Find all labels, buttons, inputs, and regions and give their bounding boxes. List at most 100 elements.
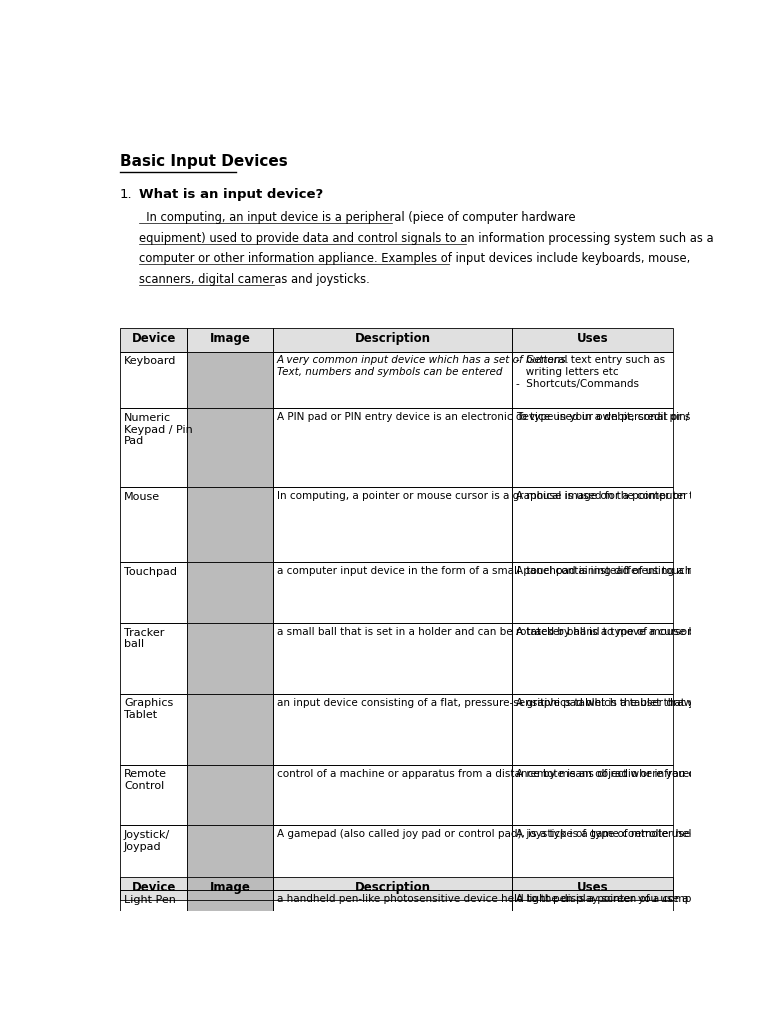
Text: Joystick/
Joypad: Joystick/ Joypad [124, 830, 170, 852]
Bar [120, 877, 187, 900]
Bar [512, 877, 674, 900]
Text: Device: Device [131, 881, 176, 894]
Bar [273, 890, 512, 953]
Text: Device: Device [131, 332, 176, 345]
Text: A touchpad is instead of using a mouse you use your finger for a pointer.: A touchpad is instead of using a mouse y… [516, 566, 768, 577]
Bar [512, 765, 674, 825]
Text: Uses: Uses [577, 332, 608, 345]
Bar [273, 765, 512, 825]
Bar [512, 328, 674, 351]
Bar [187, 877, 273, 900]
Text: To type in your own personal pin/ password to get something in exchange.: To type in your own personal pin/ passwo… [516, 413, 768, 422]
Text: Remote
Control: Remote Control [124, 769, 167, 791]
Text: a display device which allows the user to interact with a computer by touching a: a display device which allows the user t… [276, 957, 768, 967]
Bar [273, 328, 512, 351]
Text: control of a machine or apparatus from a distance by means of radio or infrared : control of a machine or apparatus from a… [276, 769, 768, 778]
Bar [120, 825, 187, 890]
Text: What is an input device?: What is an input device? [140, 187, 323, 201]
Bar [187, 562, 273, 623]
Text: A tracker ball is a type of mouse but is used for people that are unable to move: A tracker ball is a type of mouse but is… [516, 627, 768, 637]
Bar [273, 953, 512, 1018]
Bar [120, 953, 187, 1018]
Text: Touch
Screen: Touch Screen [124, 957, 163, 980]
Bar [512, 953, 674, 1018]
Bar [512, 562, 674, 623]
Text: Basic Input Devices: Basic Input Devices [120, 155, 287, 169]
Bar [187, 877, 273, 900]
Bar [512, 351, 674, 409]
Bar [120, 328, 187, 351]
Bar [187, 890, 273, 953]
Bar [273, 877, 512, 900]
Text: Description: Description [355, 881, 431, 894]
Bar [512, 877, 674, 900]
Bar [187, 693, 273, 765]
Bar [187, 328, 273, 351]
Bar [273, 693, 512, 765]
Text: equipment) used to provide data and control signals to an information processing: equipment) used to provide data and cont… [140, 231, 714, 245]
Bar [187, 623, 273, 693]
Text: Mouse: Mouse [124, 492, 160, 502]
Bar [273, 825, 512, 890]
Bar [187, 825, 273, 890]
Text: an input device consisting of a flat, pressure-sensitive pad which the user draw: an input device consisting of a flat, pr… [276, 697, 768, 708]
Bar [512, 890, 674, 953]
Text: In computing, an input device is a peripheral (piece of computer hardware: In computing, an input device is a perip… [140, 211, 576, 224]
Bar [120, 487, 187, 562]
Text: A PIN pad or PIN entry device is an electronic device used in a debit, credit or: A PIN pad or PIN entry device is an elec… [276, 413, 768, 422]
Text: -  General text entry such as
   writing letters etc
-  Shortcuts/Commands: - General text entry such as writing let… [516, 355, 665, 389]
Bar [512, 623, 674, 693]
Bar [512, 825, 674, 890]
Bar [273, 351, 512, 409]
Bar [120, 765, 187, 825]
Text: In computing, a pointer or mouse cursor is a graphical image on the computer mon: In computing, a pointer or mouse cursor … [276, 492, 768, 501]
Text: Image: Image [210, 881, 250, 894]
Bar [512, 328, 674, 351]
Text: Numeric
Keypad / Pin
Pad: Numeric Keypad / Pin Pad [124, 413, 193, 446]
Text: A light pen is a pointer you use a pen instead as you finger.: A light pen is a pointer you use a pen i… [516, 894, 768, 904]
Bar [120, 693, 187, 765]
Text: Uses: Uses [577, 881, 608, 894]
Bar [187, 953, 273, 1018]
Bar [120, 562, 187, 623]
Bar [120, 890, 187, 953]
Bar [120, 351, 187, 409]
Text: a computer input device in the form of a small panel containing different touch-: a computer input device in the form of a… [276, 566, 768, 577]
Bar [273, 623, 512, 693]
Bar [512, 487, 674, 562]
Bar [120, 409, 187, 487]
Bar [187, 351, 273, 409]
Bar [273, 328, 512, 351]
Text: Graphics
Tablet: Graphics Tablet [124, 698, 174, 720]
Bar [120, 328, 187, 351]
Bar [512, 693, 674, 765]
Text: Tracker
ball: Tracker ball [124, 628, 164, 649]
Bar [273, 487, 512, 562]
Bar [512, 409, 674, 487]
Bar [273, 409, 512, 487]
Bar [120, 877, 187, 900]
Bar [187, 487, 273, 562]
Text: A very common input device which has a set of buttons.
Text, numbers and symbols: A very common input device which has a s… [276, 355, 570, 377]
Text: Description: Description [355, 332, 431, 345]
Text: A mouse is used for a pointer on the screen.: A mouse is used for a pointer on the scr… [516, 492, 747, 501]
Text: a small ball that is set in a holder and can be rotated by hand to move a cursor: a small ball that is set in a holder and… [276, 627, 768, 637]
Text: scanners, digital cameras and joysticks.: scanners, digital cameras and joysticks. [140, 272, 370, 286]
Bar [273, 562, 512, 623]
Text: Is used with your fingers instead of a mouse or pointer.: Is used with your fingers instead of a m… [516, 957, 768, 967]
Text: computer or other information appliance. Examples of input devices include keybo: computer or other information appliance.… [140, 252, 690, 265]
Text: Image: Image [210, 332, 250, 345]
Bar [187, 328, 273, 351]
Text: A joystick is a type of remote used for gaming used by gamers.: A joystick is a type of remote used for … [516, 829, 768, 840]
Bar [187, 409, 273, 487]
Text: Light Pen: Light Pen [124, 895, 176, 905]
Text: A gamepad (also called joy pad or control pad), is a type of game controller hel: A gamepad (also called joy pad or contro… [276, 829, 768, 840]
Text: 1.: 1. [120, 187, 132, 201]
Text: Keyboard: Keyboard [124, 356, 177, 367]
Text: A remote is an object where you can decide what you want to do by a button.: A remote is an object where you can deci… [516, 769, 768, 778]
Text: Touchpad: Touchpad [124, 567, 177, 577]
Bar [120, 623, 187, 693]
Text: A graphics tablet is a tablet that you are able to draw on.: A graphics tablet is a tablet that you a… [516, 697, 768, 708]
Bar [187, 765, 273, 825]
Bar [273, 877, 512, 900]
